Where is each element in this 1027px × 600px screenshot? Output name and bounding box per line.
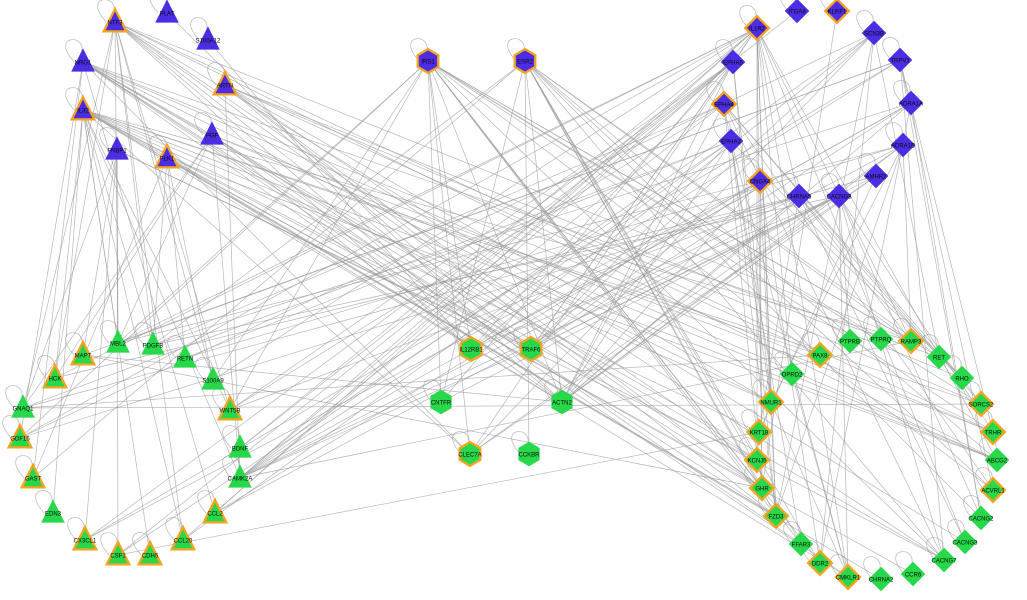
svg-text:RET: RET [933,356,945,362]
svg-text:AMHR2: AMHR2 [865,175,887,181]
svg-text:FFAR3: FFAR3 [792,543,811,549]
svg-text:CNGA4: CNGA4 [750,180,771,186]
svg-text:CACNG2: CACNG2 [968,517,994,523]
svg-text:CACNG7: CACNG7 [931,559,957,565]
svg-text:GHR: GHR [755,487,769,493]
svg-text:CMKLR1: CMKLR1 [836,576,861,582]
svg-text:IL12RB1: IL12RB1 [459,348,483,354]
svg-text:S100A9: S100A9 [202,379,224,385]
svg-text:OPRD2: OPRD2 [782,373,803,379]
svg-text:CLEC7A: CLEC7A [458,453,481,459]
svg-text:PTPRB: PTPRB [840,340,860,346]
svg-text:KCNJ5: KCNJ5 [747,459,767,465]
svg-text:CACNG3: CACNG3 [826,195,852,201]
svg-text:MAPT: MAPT [75,354,92,360]
svg-text:IRS1: IRS1 [421,60,435,66]
svg-text:CAMK2A: CAMK2A [228,477,253,483]
svg-text:PAX8: PAX8 [813,354,829,360]
svg-text:CSF1: CSF1 [110,554,126,560]
svg-text:SORCS2: SORCS2 [969,403,994,409]
svg-text:ARTN: ARTN [217,84,233,90]
svg-text:WNT5B: WNT5B [220,409,241,415]
svg-text:CDH5: CDH5 [142,554,159,560]
svg-text:ITGA8: ITGA8 [788,10,806,16]
svg-text:ABCG2: ABCG2 [987,459,1008,465]
svg-text:CCR6: CCR6 [905,573,922,579]
svg-text:KLRF1: KLRF1 [828,10,847,16]
svg-text:SCN3B: SCN3B [864,32,884,38]
svg-text:EPHA4: EPHA4 [714,103,734,109]
svg-text:EPHA3: EPHA3 [721,140,741,146]
svg-text:ACVRL1: ACVRL1 [981,489,1005,495]
svg-text:RETN: RETN [177,357,193,363]
svg-text:NRG1: NRG1 [75,61,92,67]
svg-text:EPHA5: EPHA5 [723,61,743,67]
svg-text:TRAF6: TRAF6 [521,348,541,354]
svg-text:GNAQ1: GNAQ1 [12,407,34,413]
svg-text:CACNG3: CACNG3 [952,541,978,547]
svg-text:FLK1: FLK1 [160,157,175,163]
svg-text:ADRA1B: ADRA1B [891,144,915,150]
svg-text:CNTFR: CNTFR [431,401,452,407]
svg-text:CHRNA2: CHRNA2 [869,578,894,584]
svg-text:CHRNA5: CHRNA5 [787,195,812,201]
svg-text:CCL20: CCL20 [174,539,193,545]
svg-text:FZD3: FZD3 [769,515,785,521]
svg-text:CCL2: CCL2 [207,512,223,518]
svg-text:GAST: GAST [25,477,42,483]
svg-text:FNBP1: FNBP1 [107,149,127,155]
svg-text:NMUR1: NMUR1 [760,401,782,407]
svg-text:ESR2: ESR2 [517,60,533,66]
svg-text:KRT18: KRT18 [750,431,769,437]
svg-text:CX3CL1: CX3CL1 [74,539,97,545]
svg-text:GDF15: GDF15 [10,437,30,443]
svg-text:HCK: HCK [49,377,62,383]
svg-text:MBL2: MBL2 [110,342,126,348]
svg-text:PLAT: PLAT [160,12,175,18]
svg-text:TRHR: TRHR [985,431,1002,437]
svg-text:CCKBR: CCKBR [518,453,540,459]
svg-text:ACTN2: ACTN2 [552,401,572,407]
svg-text:DDR2: DDR2 [812,562,829,568]
svg-text:IL1R2: IL1R2 [749,27,766,33]
svg-text:RAMP3: RAMP3 [901,340,922,346]
svg-text:PDGFB: PDGFB [143,344,164,350]
svg-text:PTPRQ: PTPRQ [871,338,892,344]
svg-text:PGF: PGF [206,134,219,140]
svg-text:TRPV1: TRPV1 [890,59,910,65]
svg-text:BDNF: BDNF [232,447,249,453]
svg-text:ADRA1A: ADRA1A [899,102,923,108]
svg-text:S100A12: S100A12 [196,39,221,45]
svg-text:IL32: IL32 [77,109,89,115]
svg-text:RHO: RHO [955,377,969,383]
svg-text:EDN3: EDN3 [45,512,62,518]
svg-text:NTF3: NTF3 [108,21,124,27]
